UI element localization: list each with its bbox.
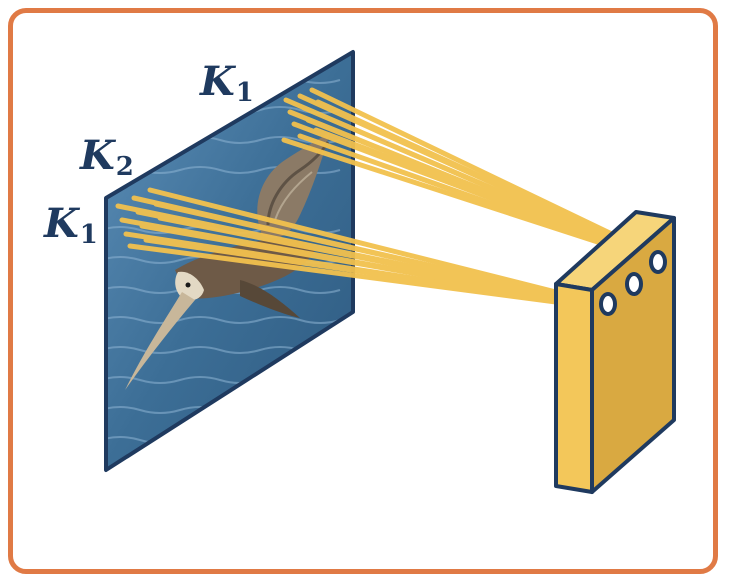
label-k2-letter: K [80, 132, 115, 179]
pelican-bird [125, 132, 330, 390]
label-k1-top-sub: 1 [235, 78, 254, 108]
label-k1-top-letter: K [200, 58, 235, 105]
label-k1-bottom-sub: 1 [79, 220, 98, 250]
filter-block [554, 210, 676, 494]
label-k2: K2 [80, 136, 134, 182]
rays-lower [115, 187, 559, 305]
filter-block-side [590, 216, 676, 494]
label-k1-bottom-letter: K [44, 200, 79, 247]
filter-hole-3 [649, 250, 667, 274]
filter-block-front [554, 282, 594, 494]
filter-hole-2 [625, 272, 643, 296]
label-k1-top: K1 [200, 62, 254, 108]
label-k1-bottom: K1 [44, 204, 98, 250]
label-k2-sub: 2 [115, 152, 134, 182]
filter-hole-1 [599, 292, 617, 316]
rays-upper [281, 87, 619, 249]
